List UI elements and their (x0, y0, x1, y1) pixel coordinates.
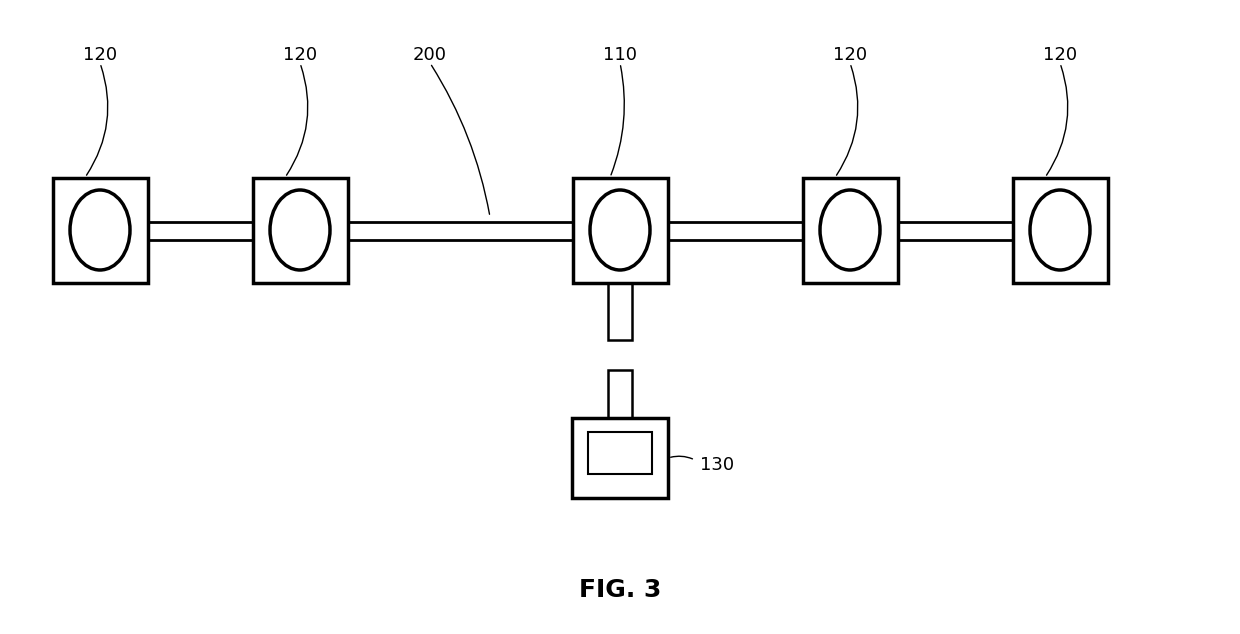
FancyArrowPatch shape (611, 66, 624, 175)
FancyArrowPatch shape (1047, 66, 1068, 175)
Text: 120: 120 (833, 46, 867, 64)
Bar (802, 178, 898, 283)
Text: 120: 120 (1043, 46, 1078, 64)
Text: 120: 120 (83, 46, 117, 64)
Bar (573, 178, 667, 283)
Bar (1013, 178, 1107, 283)
FancyArrowPatch shape (837, 66, 858, 175)
Bar (253, 178, 347, 283)
Text: 120: 120 (283, 46, 317, 64)
Text: 200: 200 (413, 46, 446, 64)
FancyArrowPatch shape (432, 65, 490, 214)
FancyArrowPatch shape (87, 66, 108, 175)
Bar (608, 370, 632, 418)
Bar (572, 418, 668, 498)
Text: 130: 130 (701, 456, 734, 474)
FancyArrowPatch shape (286, 66, 308, 175)
Bar (588, 432, 652, 474)
Bar (52, 178, 148, 283)
Text: FIG. 3: FIG. 3 (579, 578, 661, 602)
Text: 110: 110 (603, 46, 637, 64)
FancyArrowPatch shape (671, 456, 692, 459)
Bar (608, 283, 632, 340)
